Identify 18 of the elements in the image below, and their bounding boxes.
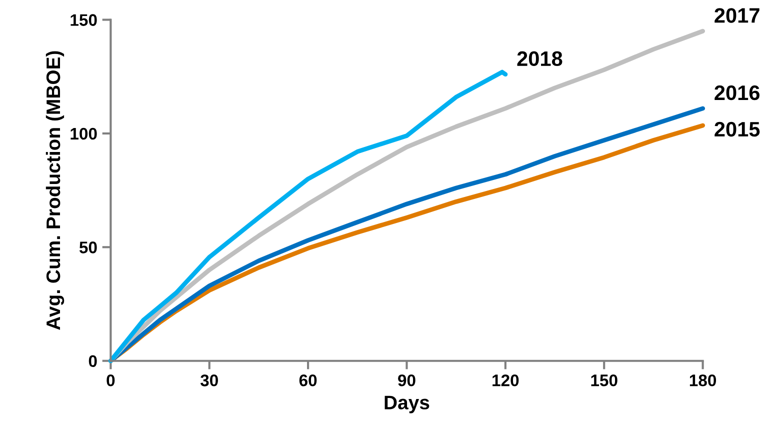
y-tick-label: 0 — [88, 355, 97, 368]
series-label: 2015 — [714, 122, 760, 137]
line-series — [108, 70, 508, 364]
x-tick-label: 150 — [591, 374, 618, 386]
x-tick-label: 90 — [398, 374, 416, 386]
y-tick-label: 150 — [70, 14, 97, 26]
series-label: 2017 — [714, 8, 760, 23]
y-tick-label: 50 — [79, 242, 97, 254]
x-tick-label: 0 — [106, 374, 115, 386]
x-tick-label: 180 — [690, 374, 716, 386]
y-axis-title: Avg. Cum. Production (MBOE) — [46, 51, 64, 330]
x-tick-label: 120 — [492, 374, 519, 386]
x-axis-title: Days — [384, 396, 430, 414]
y-tick-label: 100 — [70, 128, 97, 140]
x-tick-label: 30 — [200, 374, 218, 386]
series-label: 2016 — [714, 85, 760, 100]
x-tick-label: 60 — [299, 374, 317, 386]
series-label: 2018 — [517, 51, 562, 66]
